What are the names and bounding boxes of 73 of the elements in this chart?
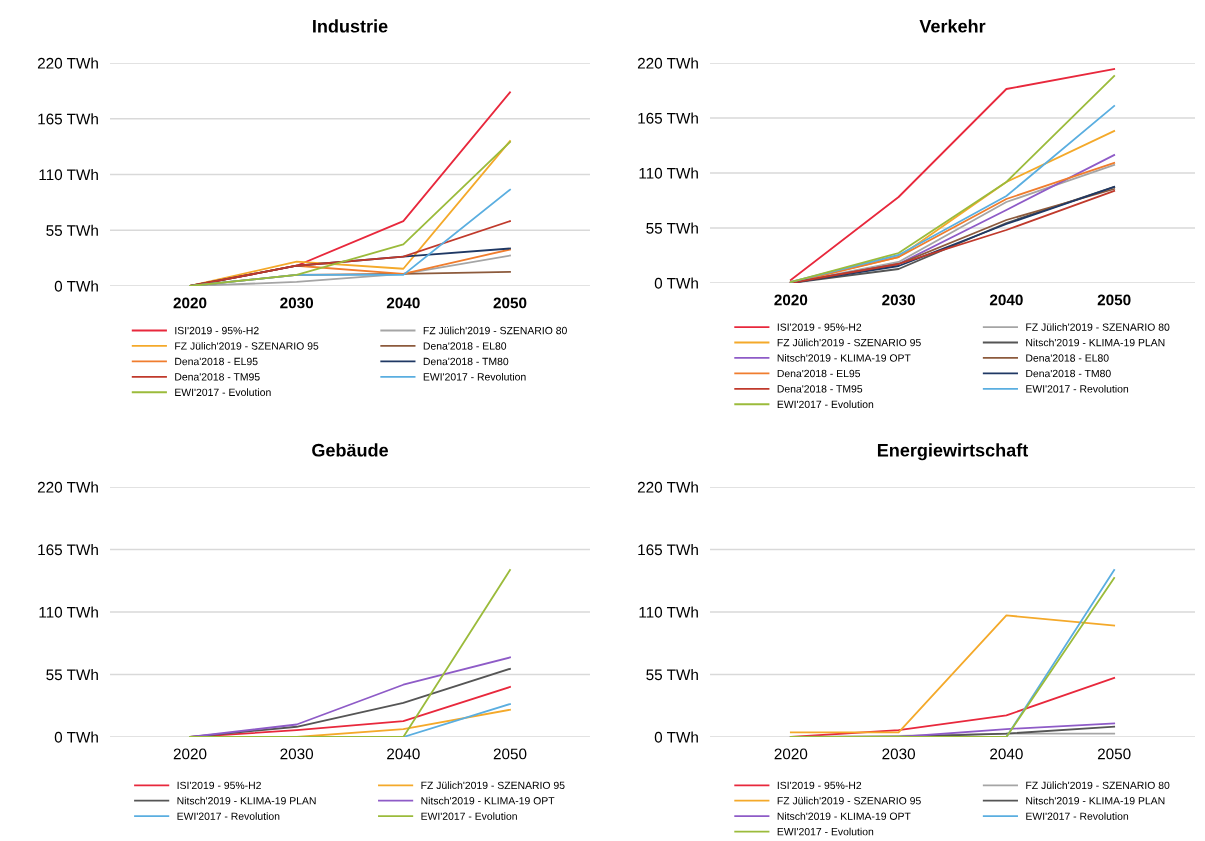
x-tick-label: 2030 <box>280 748 314 760</box>
y-tick-label: 0 TWh <box>654 731 698 743</box>
y-tick-label: 165 TWh <box>38 113 98 125</box>
legend-label: Dena'2018 - TM80 <box>1026 369 1111 378</box>
legend-label: Dena'2018 - TM95 <box>175 373 260 381</box>
y-tick-label: 165 TWh <box>638 543 698 556</box>
legend-label: FZ Jülich'2019 - SZENARIO 95 <box>175 342 319 350</box>
x-tick-label: 2050 <box>493 297 527 309</box>
chart-title: Industrie <box>313 19 388 33</box>
legend-label: FZ Jülich'2019 - SZENARIO 80 <box>423 326 567 335</box>
y-tick-label: 110 TWh <box>639 606 698 618</box>
y-tick-label: 55 TWh <box>46 668 98 681</box>
legend-label: EWI'2017 - Evolution <box>777 400 874 409</box>
y-tick-label: 0 TWh <box>654 277 698 289</box>
y-tick-label: 55 TWh <box>46 224 98 236</box>
x-tick-label: 2050 <box>493 748 527 760</box>
y-tick-label: 220 TWh <box>637 481 698 493</box>
y-tick-label: 165 TWh <box>38 543 98 556</box>
legend-label: FZ Jülich'2019 - SZENARIO 80 <box>1026 323 1170 331</box>
chart-title: Energiewirtschaft <box>877 443 1029 461</box>
legend-label: ISI'2019 - 95%-H2 <box>777 323 862 331</box>
y-tick-label: 0 TWh <box>54 731 98 743</box>
y-tick-label: 110 TWh <box>39 168 98 181</box>
x-tick-label: 2040 <box>386 297 420 309</box>
legend-label: Dena'2018 - EL95 <box>175 357 258 366</box>
y-tick-label: 220 TWh <box>37 481 98 493</box>
x-tick-label: 2020 <box>774 748 808 760</box>
legend-label: Dena'2018 - TM95 <box>777 385 863 393</box>
legend-label: FZ Jülich'2019 - SZENARIO 95 <box>421 781 565 790</box>
legend-label: ISI'2019 - 95%-H2 <box>175 326 259 335</box>
x-tick-label: 2040 <box>989 294 1023 306</box>
x-tick-label: 2020 <box>173 297 207 309</box>
y-tick-label: 55 TWh <box>646 668 698 681</box>
legend-label: FZ Jülich'2019 - SZENARIO 80 <box>1026 781 1170 790</box>
legend-label: EWI'2017 - Revolution <box>1026 384 1129 393</box>
y-tick-label: 0 TWh <box>54 280 98 292</box>
y-tick-label: 220 TWh <box>37 57 98 69</box>
x-tick-label: 2040 <box>990 748 1023 760</box>
legend-label: Dena'2018 - EL95 <box>777 369 861 378</box>
y-tick-label: 55 TWh <box>646 222 698 234</box>
legend-label: Nitsch'2019 - KLIMA-19 PLAN <box>177 796 316 805</box>
legend-label: Dena'2018 - EL80 <box>423 342 507 350</box>
legend-label: EWI'2017 - Evolution <box>421 812 517 820</box>
y-tick-label: 220 TWh <box>637 57 698 69</box>
x-tick-label: 2030 <box>882 294 915 306</box>
legend-label: EWI'2017 - Evolution <box>175 388 271 396</box>
legend-label: Nitsch'2019 - KLIMA-19 OPT <box>421 796 555 805</box>
legend-label: EWI'2017 - Revolution <box>1026 812 1129 820</box>
y-tick-label: 165 TWh <box>638 112 698 124</box>
legend-label: FZ Jülich'2019 - SZENARIO 95 <box>777 796 921 805</box>
x-tick-label: 2040 <box>387 748 420 760</box>
legend-label: Dena'2018 - EL80 <box>1026 354 1109 362</box>
legend-label: EWI'2017 - Evolution <box>777 827 874 836</box>
x-tick-label: 2050 <box>1097 748 1131 760</box>
legend-label: Nitsch'2019 - KLIMA-19 OPT <box>777 354 911 362</box>
x-tick-label: 2020 <box>774 294 808 306</box>
chart-title: Gebäude <box>312 443 389 457</box>
chart-title: Verkehr <box>919 19 986 33</box>
x-tick-label: 2050 <box>1097 294 1131 306</box>
legend-label: Nitsch'2019 - KLIMA-19 PLAN <box>1026 796 1165 805</box>
legend-label: Nitsch'2019 - KLIMA-19 OPT <box>777 812 911 820</box>
x-tick-label: 2030 <box>882 748 916 760</box>
x-tick-label: 2020 <box>173 748 207 760</box>
y-tick-label: 110 TWh <box>639 167 698 179</box>
legend-label: ISI'2019 - 95%-H2 <box>177 781 261 790</box>
y-tick-label: 110 TWh <box>39 606 98 618</box>
legend-label: EWI'2017 - Revolution <box>423 372 526 381</box>
legend-label: EWI'2017 - Revolution <box>177 812 280 820</box>
legend-label: Dena'2018 - TM80 <box>423 357 509 366</box>
legend-label: ISI'2019 - 95%-H2 <box>777 781 862 790</box>
x-tick-label: 2030 <box>280 297 314 309</box>
legend-label: FZ Jülich'2019 - SZENARIO 95 <box>777 338 921 347</box>
legend-label: Nitsch'2019 - KLIMA-19 PLAN <box>1026 338 1165 347</box>
